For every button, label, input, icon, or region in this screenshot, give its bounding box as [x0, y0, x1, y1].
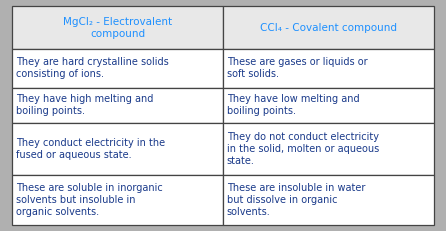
Text: They are hard crystalline solids
consisting of ions.: They are hard crystalline solids consist…	[16, 57, 169, 79]
Bar	[12, 123, 223, 175]
Bar	[12, 49, 223, 88]
Bar	[223, 49, 434, 88]
Bar	[223, 6, 434, 49]
Text: They conduct electricity in the
fused or aqueous state.: They conduct electricity in the fused or…	[16, 138, 165, 160]
Text: CCl₄ - Covalent compound: CCl₄ - Covalent compound	[260, 23, 397, 33]
Bar	[223, 175, 434, 225]
Bar	[12, 6, 223, 49]
Text: MgCl₂ - Electrovalent
compound: MgCl₂ - Electrovalent compound	[63, 17, 172, 39]
Text: They have low melting and
boiling points.: They have low melting and boiling points…	[227, 94, 359, 116]
Bar	[12, 88, 223, 123]
Text: These are soluble in inorganic
solvents but insoluble in
organic solvents.: These are soluble in inorganic solvents …	[16, 183, 163, 217]
Bar	[223, 123, 434, 175]
Bar	[223, 88, 434, 123]
Bar	[12, 175, 223, 225]
Text: These are gases or liquids or
soft solids.: These are gases or liquids or soft solid…	[227, 57, 367, 79]
Text: They do not conduct electricity
in the solid, molten or aqueous
state.: They do not conduct electricity in the s…	[227, 132, 379, 166]
Text: These are insoluble in water
but dissolve in organic
solvents.: These are insoluble in water but dissolv…	[227, 183, 365, 217]
Text: They have high melting and
boiling points.: They have high melting and boiling point…	[16, 94, 153, 116]
